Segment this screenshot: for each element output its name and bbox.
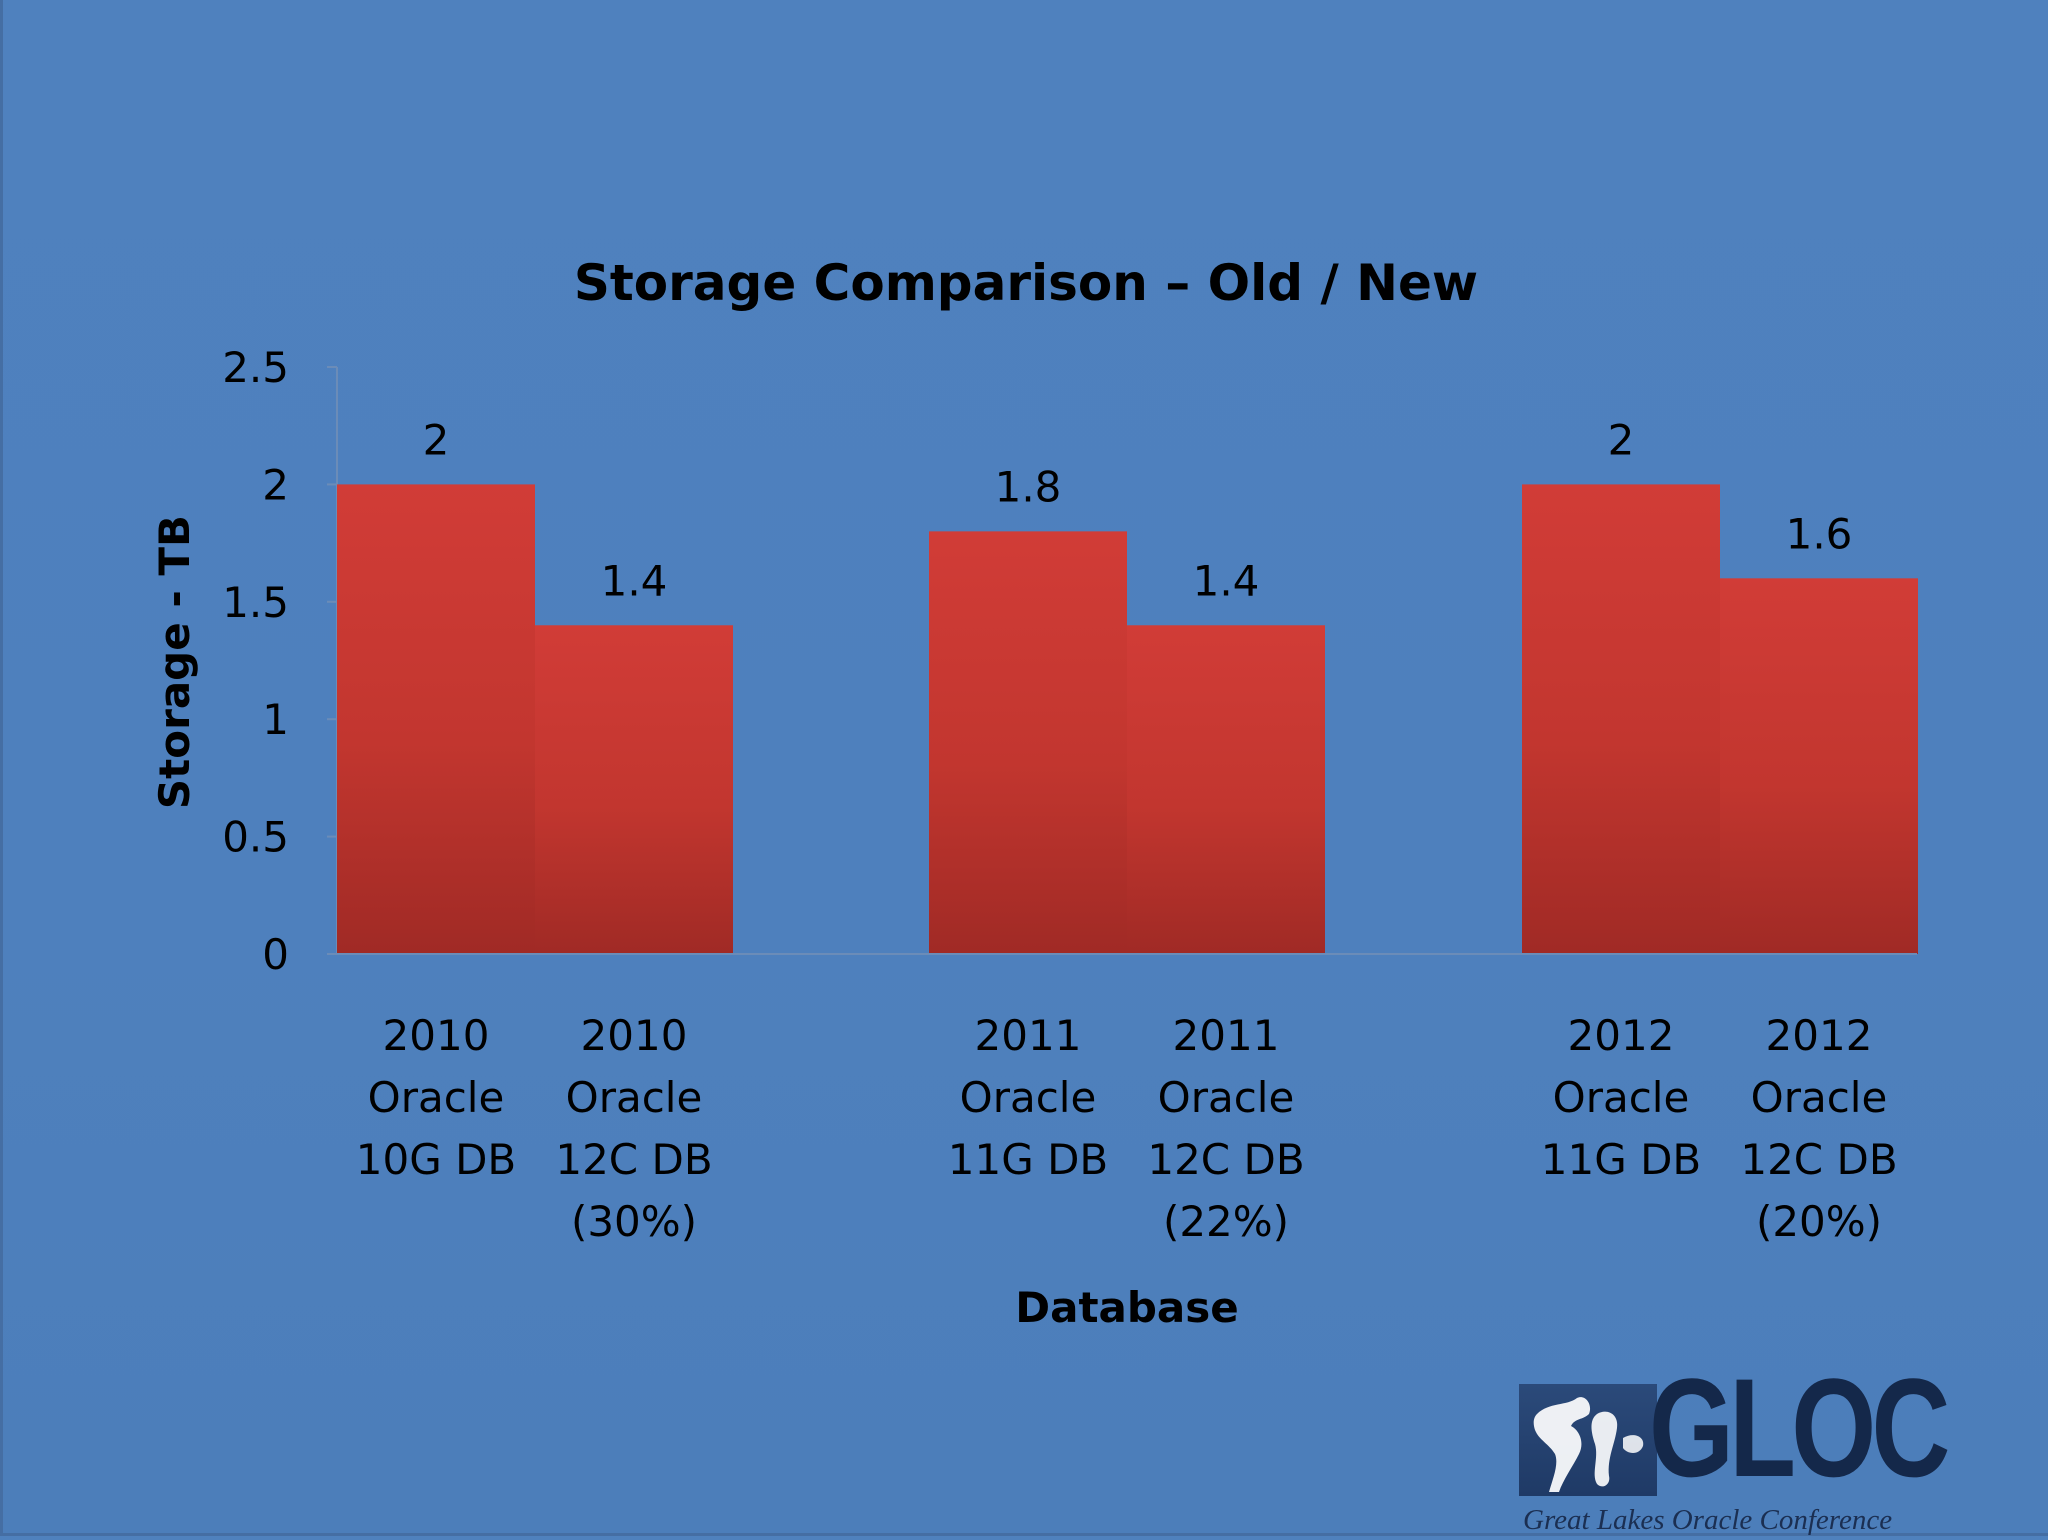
- x-category-label-line: 12C DB: [555, 1135, 712, 1184]
- chart-title: Storage Comparison – Old / New: [574, 254, 1478, 312]
- x-category-label-line: Oracle: [1751, 1073, 1888, 1122]
- bar: [1522, 484, 1720, 954]
- x-category-label: 2012 Oracle 11G DB: [1541, 1011, 1702, 1184]
- logo-subtitle: Great Lakes Oracle Conference: [1523, 1504, 1893, 1536]
- bar: [929, 531, 1127, 954]
- x-category-label: 2011 Oracle 12C DB (22%): [1147, 1011, 1304, 1246]
- data-label: 1.6: [1786, 509, 1853, 558]
- y-tick-label: 0.5: [222, 813, 289, 862]
- x-axis-title: Database: [1015, 1283, 1239, 1332]
- x-category-label-line: Oracle: [960, 1073, 1097, 1122]
- bar: [1127, 625, 1325, 954]
- data-label: 2: [423, 415, 450, 464]
- x-category-label-line: (22%): [1163, 1197, 1289, 1246]
- x-category-label-line: 12C DB: [1147, 1135, 1304, 1184]
- x-category-label-line: 2011: [1173, 1011, 1280, 1060]
- data-label: 1.4: [601, 556, 668, 605]
- x-category-label-line: 10G DB: [356, 1135, 517, 1184]
- y-tick-label: 1: [262, 695, 289, 744]
- x-category-label-line: 2011: [975, 1011, 1082, 1060]
- logo-wordmark: GLOC: [1649, 1349, 1950, 1506]
- bar: [1720, 578, 1918, 954]
- x-category-label-line: 2012: [1568, 1011, 1675, 1060]
- x-category-label-line: Oracle: [368, 1073, 505, 1122]
- great-lakes-map-icon: [1519, 1384, 1657, 1496]
- plot-area: 0 0.5 1 1.5 2 2.5 2 2010 Oracle 10G DB 1.4 2010 Orac…: [222, 343, 1918, 1246]
- y-tick-label: 2: [262, 460, 289, 509]
- x-category-label: 2010 Oracle 12C DB (30%): [555, 1011, 712, 1246]
- x-category-label-line: 12C DB: [1740, 1135, 1897, 1184]
- bar: [535, 625, 733, 954]
- x-category-label-line: 2010: [383, 1011, 490, 1060]
- y-tick-label: 1.5: [222, 578, 289, 627]
- bar-chart: Storage Comparison – Old / New Storage -…: [150, 254, 1918, 1332]
- gloc-logo: GLOC Great Lakes Oracle Conference: [1519, 1358, 1959, 1540]
- y-axis-title: Storage - TB: [150, 515, 199, 809]
- data-label: 2: [1608, 415, 1635, 464]
- x-category-label-line: 11G DB: [948, 1135, 1109, 1184]
- x-category-label-line: 2010: [581, 1011, 688, 1060]
- x-category-label-line: 11G DB: [1541, 1135, 1702, 1184]
- x-category-label-line: (20%): [1756, 1197, 1882, 1246]
- x-category-label: 2010 Oracle 10G DB: [356, 1011, 517, 1184]
- x-category-label-line: Oracle: [566, 1073, 703, 1122]
- x-category-label-line: (30%): [571, 1197, 697, 1246]
- x-category-label-line: Oracle: [1553, 1073, 1690, 1122]
- x-category-label-line: Oracle: [1158, 1073, 1295, 1122]
- x-category-label-line: 2012: [1766, 1011, 1873, 1060]
- y-tick-label: 0: [262, 930, 289, 979]
- data-label: 1.8: [995, 462, 1062, 511]
- x-category-label: 2011 Oracle 11G DB: [948, 1011, 1109, 1184]
- x-category-label: 2012 Oracle 12C DB (20%): [1740, 1011, 1897, 1246]
- data-label: 1.4: [1193, 556, 1260, 605]
- bar: [337, 484, 535, 954]
- y-tick-label: 2.5: [222, 343, 289, 392]
